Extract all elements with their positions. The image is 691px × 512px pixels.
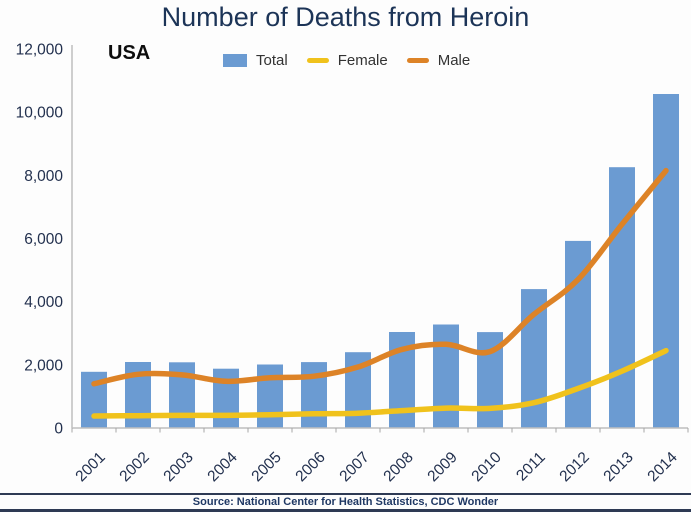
- chart-title: Number of Deaths from Heroin: [161, 2, 530, 32]
- y-axis-label: 0: [54, 421, 63, 438]
- legend-swatch-female: [306, 57, 329, 63]
- region-label: USA: [108, 42, 151, 64]
- total-bar-2004: [213, 368, 239, 428]
- x-axis-label-2006: 2006: [292, 449, 328, 485]
- chart-legend: Total Female Male: [223, 51, 470, 69]
- y-axis-label: 4,000: [24, 294, 63, 311]
- x-axis-label-2003: 2003: [160, 449, 196, 485]
- x-axis-label-2012: 2012: [556, 449, 592, 485]
- legend-label: Total: [256, 51, 288, 69]
- total-bar-2005: [257, 364, 283, 428]
- legend-label: Female: [337, 51, 388, 69]
- x-axis-label-2014: 2014: [644, 449, 681, 486]
- y-axis-label: 10,000: [16, 105, 64, 122]
- total-bar-2009: [433, 324, 459, 428]
- x-axis-label-2008: 2008: [380, 449, 416, 485]
- legend-swatch-total: [223, 53, 247, 67]
- x-axis-label-2013: 2013: [600, 449, 636, 485]
- legend-item-female: Female: [306, 51, 388, 69]
- legend-item-total: Total: [223, 52, 288, 69]
- x-axis-label-2007: 2007: [336, 449, 372, 485]
- x-axis-label-2010: 2010: [468, 449, 505, 486]
- source-attribution: Source: National Center for Health Stati…: [192, 496, 499, 508]
- x-axis-label-2001: 2001: [72, 449, 108, 485]
- legend-swatch-male: [406, 57, 429, 63]
- x-axis-label-2005: 2005: [248, 449, 284, 485]
- x-axis-label-2002: 2002: [116, 449, 152, 485]
- legend-item-male: Male: [406, 51, 471, 69]
- male-line: [91, 167, 669, 387]
- total-bar-2014: [653, 94, 679, 428]
- x-axis-label-2011: 2011: [513, 449, 549, 485]
- bottom-border: [0, 509, 691, 512]
- y-axis-label: 2,000: [24, 357, 63, 374]
- x-axis-label-2009: 2009: [424, 449, 460, 485]
- y-axis-label: 12,000: [16, 42, 64, 59]
- x-axis-label-2004: 2004: [204, 449, 241, 486]
- y-axis-label: 8,000: [24, 168, 63, 185]
- footer-divider: [0, 493, 691, 495]
- total-bar-2013: [609, 167, 635, 428]
- legend-label: Male: [437, 51, 471, 69]
- y-axis-label: 6,000: [24, 231, 63, 248]
- total-bar-2006: [301, 362, 327, 428]
- female-line: [91, 347, 669, 419]
